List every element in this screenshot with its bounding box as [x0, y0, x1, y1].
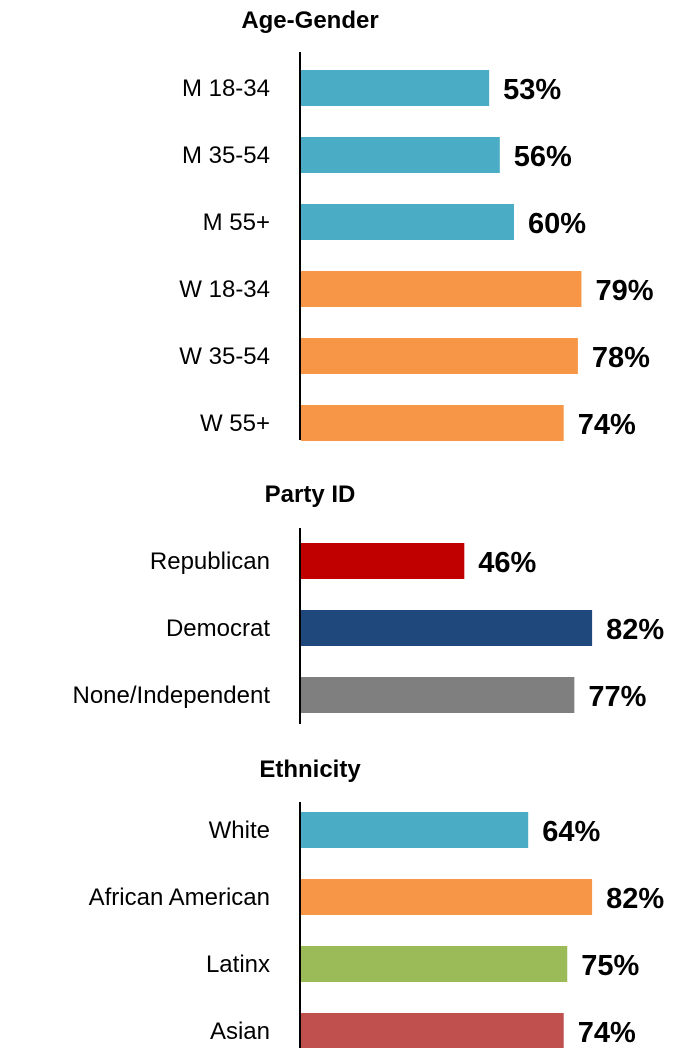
value-label-w-18-34: 79%: [595, 275, 653, 307]
value-label-w-55: 74%: [578, 409, 636, 441]
category-label-republican: Republican: [150, 548, 270, 575]
category-label-none-independent: None/Independent: [72, 682, 270, 709]
category-label-w-35-54: W 35-54: [179, 343, 270, 370]
value-label-african-american: 82%: [606, 883, 664, 915]
value-label-w-35-54: 78%: [592, 342, 650, 374]
value-label-m-35-54: 56%: [514, 141, 572, 173]
value-label-republican: 46%: [478, 547, 536, 579]
bar-m-35-54: [301, 137, 500, 173]
category-label-w-18-34: W 18-34: [179, 276, 270, 303]
group-title-age-gender: Age-Gender: [241, 7, 378, 34]
value-label-none-independent: 77%: [588, 681, 646, 713]
value-label-white: 64%: [542, 816, 600, 848]
bar-republican: [301, 543, 465, 579]
group-title-party-id: Party ID: [265, 481, 356, 508]
bar-w-55: [301, 405, 564, 441]
bar-w-18-34: [301, 271, 582, 307]
bar-w-35-54: [301, 338, 578, 374]
value-label-democrat: 82%: [606, 614, 664, 646]
category-label-african-american: African American: [89, 884, 270, 911]
category-label-m-55: M 55+: [203, 209, 270, 236]
bar-m-18-34: [301, 70, 490, 106]
bar-white: [301, 812, 529, 848]
category-label-asian: Asian: [210, 1018, 270, 1045]
bar-asian: [301, 1013, 564, 1048]
category-label-w-55: W 55+: [200, 410, 270, 437]
value-label-asian: 74%: [578, 1017, 636, 1048]
bar-m-55: [301, 204, 514, 240]
category-label-m-18-34: M 18-34: [182, 75, 270, 102]
category-label-latinx: Latinx: [206, 951, 270, 978]
group-title-ethnicity: Ethnicity: [259, 756, 361, 783]
category-label-m-35-54: M 35-54: [182, 142, 270, 169]
category-label-democrat: Democrat: [166, 615, 270, 642]
value-label-m-18-34: 53%: [503, 74, 561, 106]
category-label-white: White: [209, 817, 270, 844]
bar-democrat: [301, 610, 593, 646]
value-label-m-55: 60%: [528, 208, 586, 240]
bar-african-american: [301, 879, 593, 915]
value-label-latinx: 75%: [581, 950, 639, 982]
bar-none-independent: [301, 677, 575, 713]
bar-latinx: [301, 946, 568, 982]
